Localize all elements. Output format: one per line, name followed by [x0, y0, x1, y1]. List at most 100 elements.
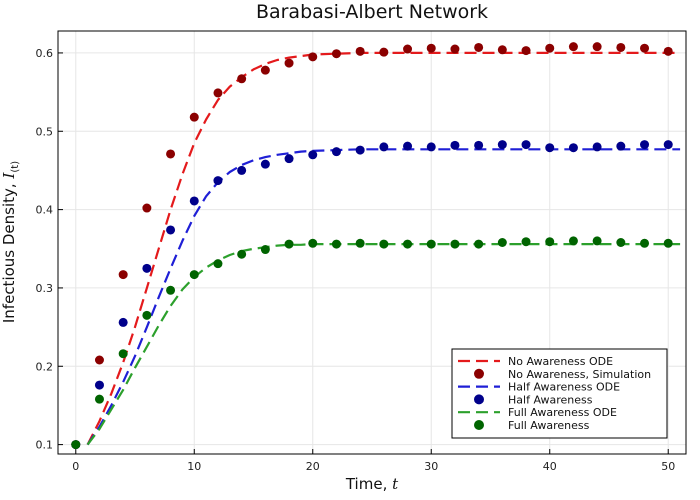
data-point: [166, 285, 176, 295]
plot-series: [71, 42, 681, 450]
data-point: [71, 440, 81, 450]
data-point: [189, 112, 199, 122]
x-axis-title: Time, t: [345, 475, 399, 493]
data-point: [189, 270, 199, 280]
data-point: [450, 44, 460, 54]
plot-frame: [57, 30, 687, 455]
data-point: [426, 142, 436, 152]
data-point: [118, 317, 128, 327]
legend-point-swatch: [474, 394, 484, 405]
data-point: [166, 149, 176, 159]
data-point: [450, 239, 460, 249]
axis-ticks: 0 10 20 30 40 50 0.1 0.2 0.3 0.4 0.5 0.6: [36, 47, 676, 473]
data-point: [260, 245, 270, 255]
data-point: [663, 46, 673, 56]
x-tick-label: 50: [661, 460, 675, 473]
data-point: [118, 270, 128, 280]
series-line: [86, 51, 681, 446]
x-tick-label: 30: [424, 460, 438, 473]
y-tick-label: 0.3: [36, 282, 54, 295]
data-point: [308, 150, 318, 160]
data-point: [592, 142, 602, 152]
x-tick-label: 20: [306, 460, 320, 473]
y-tick-label: 0.4: [36, 204, 54, 217]
data-point: [426, 239, 436, 249]
series-line: [86, 243, 681, 446]
data-point: [355, 238, 365, 248]
data-point: [450, 140, 460, 150]
y-axis-variable: I: [0, 172, 18, 180]
series-line: [86, 148, 681, 446]
data-point: [142, 310, 152, 320]
data-point: [260, 159, 270, 169]
data-point: [592, 42, 602, 52]
data-point: [640, 238, 650, 248]
data-point: [308, 238, 318, 248]
data-point: [616, 141, 626, 151]
data-point: [237, 165, 247, 175]
data-point: [474, 239, 484, 249]
x-axis-variable: t: [392, 475, 399, 493]
data-point: [142, 263, 152, 273]
data-point: [379, 47, 389, 57]
legend-label: Half Awareness: [508, 393, 593, 406]
data-point: [94, 380, 104, 390]
legend-label: Half Awareness ODE: [508, 381, 620, 394]
data-point: [403, 44, 413, 54]
data-point: [663, 238, 673, 248]
legend-box: [451, 348, 668, 439]
data-point: [426, 43, 436, 53]
data-point: [331, 49, 341, 59]
data-point: [213, 259, 223, 269]
legend-point-swatch: [474, 368, 484, 379]
data-point: [284, 154, 294, 164]
data-point: [213, 88, 223, 98]
y-tick-label: 0.6: [36, 47, 54, 60]
data-point: [521, 46, 531, 56]
legend-label: No Awareness ODE: [508, 355, 613, 368]
data-point: [521, 237, 531, 247]
y-tick-label: 0.5: [36, 125, 54, 138]
data-point: [403, 141, 413, 151]
data-point: [497, 238, 507, 247]
chart-title: Barabasi-Albert Network: [256, 1, 488, 23]
data-point: [616, 42, 626, 52]
data-point: [616, 238, 626, 247]
y-tick-label: 0.2: [36, 360, 54, 373]
data-point: [142, 203, 152, 213]
x-tick-label: 0: [72, 460, 79, 473]
data-point: [640, 43, 650, 53]
data-point: [260, 65, 270, 75]
data-point: [308, 52, 318, 62]
data-point: [379, 239, 389, 249]
data-point: [545, 237, 555, 247]
y-axis-title: Infectious Density, I(t): [0, 161, 21, 323]
data-point: [189, 196, 199, 206]
legend-label: No Awareness, Simulation: [508, 368, 651, 381]
legend-label: Full Awareness ODE: [508, 406, 617, 419]
x-tick-label: 10: [187, 460, 201, 473]
data-point: [568, 236, 578, 246]
y-tick-label: 0.1: [36, 439, 54, 452]
data-point: [474, 42, 484, 52]
data-point: [640, 140, 650, 150]
data-point: [497, 45, 507, 55]
data-point: [213, 176, 223, 186]
data-point: [355, 145, 365, 155]
data-point: [403, 239, 413, 249]
legend-point-swatch: [474, 420, 484, 430]
data-point: [284, 239, 294, 249]
data-point: [663, 140, 673, 150]
data-point: [355, 46, 365, 56]
legend-label: Full Awareness: [508, 419, 590, 432]
data-point: [568, 143, 578, 153]
data-point: [94, 355, 104, 365]
data-point: [545, 143, 555, 153]
x-axis-label: Time,: [345, 475, 392, 493]
data-point: [237, 74, 247, 84]
data-point: [521, 140, 531, 150]
data-point: [545, 43, 555, 53]
y-axis-subscript: (t): [10, 161, 21, 173]
